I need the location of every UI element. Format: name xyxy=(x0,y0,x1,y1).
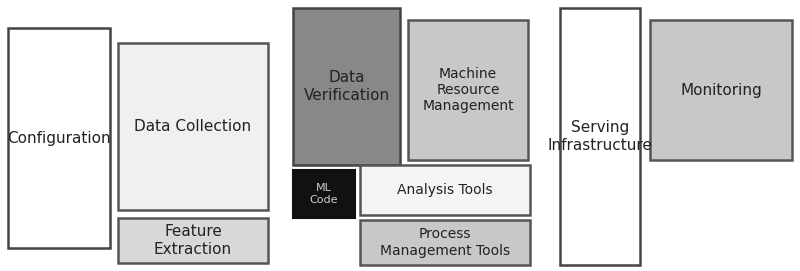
Bar xyxy=(560,8,640,265)
Text: Analysis Tools: Analysis Tools xyxy=(397,183,493,197)
Bar xyxy=(293,170,355,218)
Text: Process
Management Tools: Process Management Tools xyxy=(380,227,510,258)
Text: Data
Verification: Data Verification xyxy=(303,70,390,103)
Bar xyxy=(118,218,268,263)
Bar xyxy=(8,28,110,248)
Bar xyxy=(360,165,530,215)
Text: ML
Code: ML Code xyxy=(310,183,338,205)
Bar xyxy=(650,20,792,160)
Bar xyxy=(408,20,528,160)
Bar xyxy=(118,43,268,210)
Text: Configuration: Configuration xyxy=(7,131,111,146)
Text: Machine
Resource
Management: Machine Resource Management xyxy=(422,67,514,113)
Text: Data Collection: Data Collection xyxy=(134,119,251,134)
Bar xyxy=(360,220,530,265)
Text: Serving
Infrastructure: Serving Infrastructure xyxy=(547,120,653,153)
Text: Feature
Extraction: Feature Extraction xyxy=(154,224,232,257)
Text: Monitoring: Monitoring xyxy=(680,82,762,98)
Bar xyxy=(293,8,400,165)
